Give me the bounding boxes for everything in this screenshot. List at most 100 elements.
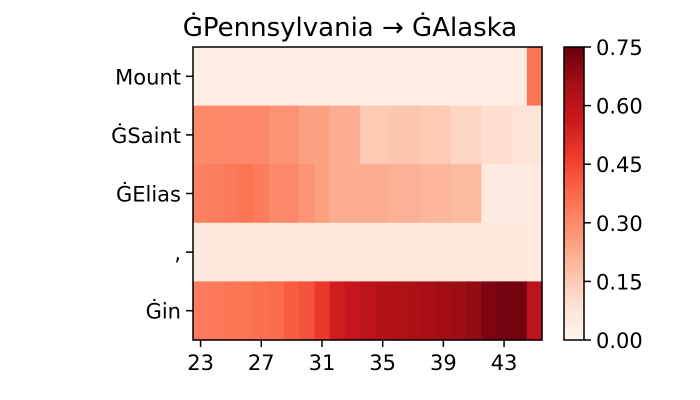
heatmap-cell (390, 47, 407, 107)
heatmap-cell (375, 164, 391, 224)
heatmap-cell (344, 105, 361, 165)
heatmap-cell (344, 281, 361, 341)
heatmap-cell (223, 47, 240, 107)
heatmap-cell (390, 105, 407, 165)
heatmap-cell (481, 47, 498, 107)
heatmap-cell (405, 164, 422, 224)
heatmap-cell (299, 47, 315, 107)
heatmap-cell (344, 47, 361, 107)
heatmap-cell (420, 222, 437, 282)
heatmap-cell (359, 164, 376, 224)
heatmap-cell (284, 281, 300, 341)
y-tick-label: Mount (115, 65, 181, 89)
heatmap-cell (405, 105, 422, 165)
heatmap-cell (496, 47, 513, 107)
y-tick-label: ĠSaint (111, 123, 181, 148)
heatmap-cell (526, 47, 543, 107)
heatmap-cell (496, 281, 513, 341)
heatmap-cell (193, 222, 209, 282)
heatmap-cell (359, 222, 376, 282)
heatmap-cell (299, 105, 315, 165)
heatmap-cell (223, 164, 240, 224)
heatmap-cell (238, 47, 255, 107)
heatmap-cell (344, 222, 361, 282)
heatmap-cell (238, 164, 255, 224)
heatmap-cell (268, 164, 285, 224)
heatmap-cell (405, 281, 422, 341)
heatmap-cell (435, 281, 452, 341)
heatmap-cell (208, 164, 224, 224)
heatmap-cell (481, 222, 498, 282)
colorbar-tick-label: 0.00 (596, 329, 643, 353)
heatmap-cells (193, 47, 543, 341)
x-axis: 23 27 31 35 39 43 (187, 340, 517, 375)
heatmap-cell (466, 164, 482, 224)
heatmap-cell (511, 105, 528, 165)
heatmap-cell (284, 47, 300, 107)
heatmap-cell (193, 47, 209, 107)
heatmap-cell (329, 164, 346, 224)
colorbar-tick-label: 0.75 (596, 36, 643, 60)
heatmap-cell (223, 281, 240, 341)
heatmap-cell (193, 105, 209, 165)
heatmap-cell (268, 222, 285, 282)
heatmap-cell (193, 164, 209, 224)
heatmap-cell (466, 222, 482, 282)
heatmap-cell (420, 105, 437, 165)
heatmap-cell (435, 105, 452, 165)
heatmap-cell (526, 281, 543, 341)
heatmap-cell (420, 47, 437, 107)
heatmap-cell (268, 105, 285, 165)
heatmap-cell (253, 222, 270, 282)
colorbar (563, 46, 585, 341)
heatmap-cell (329, 47, 346, 107)
heatmap-cell (420, 281, 437, 341)
heatmap-cell (238, 105, 255, 165)
heatmap-cell (359, 105, 376, 165)
x-tick-label: 39 (430, 351, 457, 375)
heatmap-cell (238, 222, 255, 282)
heatmap-cell (450, 105, 467, 165)
heatmap-cell (450, 47, 467, 107)
heatmap-cell (481, 164, 498, 224)
heatmap-cell (208, 222, 224, 282)
heatmap-cell (284, 222, 300, 282)
heatmap-cell (511, 222, 528, 282)
heatmap-cell (344, 164, 361, 224)
x-tick-label: 23 (187, 351, 214, 375)
colorbar-axis: 0.00 0.15 0.30 0.45 0.60 0.75 (584, 36, 643, 353)
heatmap-cell (450, 281, 467, 341)
colorbar-tick-label: 0.45 (596, 153, 643, 177)
chart-title: ĠPennsylvania → ĠAlaska (183, 11, 517, 43)
heatmap-cell (450, 164, 467, 224)
heatmap-cell (329, 281, 346, 341)
heatmap-cell (208, 47, 224, 107)
heatmap-cell (496, 105, 513, 165)
heatmap-cell (314, 105, 331, 165)
y-tick-label: Ġin (146, 299, 181, 324)
heatmap-cell (420, 164, 437, 224)
heatmap-cell (268, 281, 285, 341)
heatmap-cell (253, 164, 270, 224)
heatmap-cell (314, 164, 331, 224)
heatmap-cell (511, 47, 528, 107)
heatmap-cell (253, 105, 270, 165)
heatmap-cell (466, 105, 482, 165)
heatmap-cell (405, 222, 422, 282)
heatmap-cell (238, 281, 255, 341)
heatmap-cell (466, 47, 482, 107)
heatmap-cell (496, 222, 513, 282)
heatmap-cell (223, 105, 240, 165)
colorbar-tick-label: 0.15 (596, 270, 643, 294)
x-tick-label: 27 (248, 351, 275, 375)
colorbar-tick-label: 0.60 (596, 95, 643, 119)
x-tick-label: 43 (491, 351, 518, 375)
heatmap-cell (299, 281, 315, 341)
heatmap-cell (299, 222, 315, 282)
heatmap-cell (359, 281, 376, 341)
heatmap-cell (390, 222, 407, 282)
heatmap-cell (435, 222, 452, 282)
heatmap-cell (208, 281, 224, 341)
heatmap-cell (375, 281, 391, 341)
heatmap-cell (314, 47, 331, 107)
